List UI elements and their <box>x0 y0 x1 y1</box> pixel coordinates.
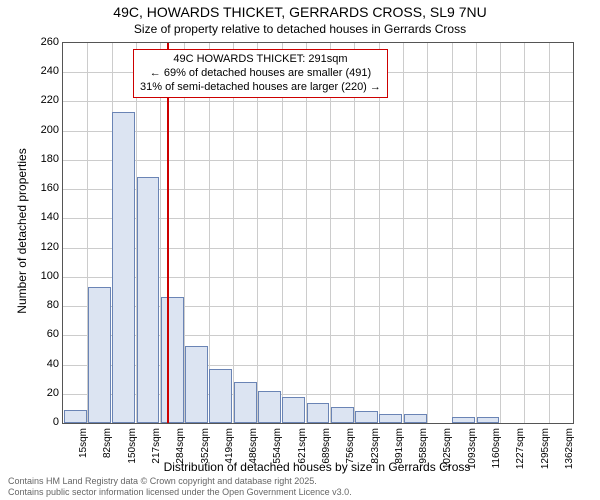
y-tick-label: 60 <box>21 328 59 340</box>
grid-line-v <box>452 43 453 423</box>
grid-line-h <box>63 131 573 132</box>
x-tick-label: 217sqm <box>151 428 162 478</box>
y-tick-label: 40 <box>21 358 59 370</box>
x-tick-label: 689sqm <box>321 428 332 478</box>
chart-container: 49C, HOWARDS THICKET, GERRARDS CROSS, SL… <box>0 0 600 500</box>
y-tick-label: 100 <box>21 270 59 282</box>
grid-line-v <box>233 43 234 423</box>
x-tick-label: 150sqm <box>127 428 138 478</box>
grid-line-h <box>63 101 573 102</box>
grid-line-v <box>330 43 331 423</box>
histogram-bar <box>88 287 111 423</box>
grid-line-v <box>257 43 258 423</box>
histogram-bar <box>112 112 135 423</box>
x-tick-label: 554sqm <box>272 428 283 478</box>
x-tick-label: 1093sqm <box>467 428 478 478</box>
grid-line-v <box>403 43 404 423</box>
grid-line-v <box>354 43 355 423</box>
histogram-bar <box>137 177 160 423</box>
footer-line-2: Contains public sector information licen… <box>8 487 352 498</box>
histogram-bar <box>307 403 330 423</box>
grid-line-v <box>476 43 477 423</box>
x-tick-label: 756sqm <box>345 428 356 478</box>
histogram-bar <box>161 297 184 423</box>
plot-area: 49C HOWARDS THICKET: 291sqm ← 69% of det… <box>62 42 574 424</box>
y-tick-label: 20 <box>21 387 59 399</box>
histogram-bar <box>331 407 354 423</box>
x-tick-label: 823sqm <box>370 428 381 478</box>
histogram-bar <box>379 414 402 423</box>
x-tick-label: 1160sqm <box>491 428 502 478</box>
histogram-bar <box>185 346 208 423</box>
y-tick-label: 200 <box>21 124 59 136</box>
grid-line-v <box>500 43 501 423</box>
x-tick-label: 958sqm <box>418 428 429 478</box>
grid-line-v <box>427 43 428 423</box>
histogram-bar <box>282 397 305 423</box>
grid-line-v <box>282 43 283 423</box>
x-tick-label: 1227sqm <box>515 428 526 478</box>
footer-line-1: Contains HM Land Registry data © Crown c… <box>8 476 352 487</box>
callout-box: 49C HOWARDS THICKET: 291sqm ← 69% of det… <box>133 49 388 98</box>
chart-title: 49C, HOWARDS THICKET, GERRARDS CROSS, SL… <box>0 4 600 20</box>
y-tick-label: 0 <box>21 416 59 428</box>
callout-line-2: ← 69% of detached houses are smaller (49… <box>140 67 381 81</box>
grid-line-v <box>306 43 307 423</box>
histogram-bar <box>355 411 378 423</box>
y-tick-label: 140 <box>21 211 59 223</box>
y-tick-label: 240 <box>21 65 59 77</box>
histogram-bar <box>258 391 281 423</box>
histogram-bar <box>234 382 257 423</box>
histogram-bar <box>477 417 500 423</box>
grid-line-v <box>379 43 380 423</box>
y-tick-label: 260 <box>21 36 59 48</box>
histogram-bar <box>404 414 427 423</box>
callout-line-1: 49C HOWARDS THICKET: 291sqm <box>140 53 381 67</box>
grid-line-h <box>63 160 573 161</box>
marker-line <box>167 43 169 423</box>
grid-line-v <box>549 43 550 423</box>
x-tick-label: 621sqm <box>297 428 308 478</box>
x-tick-label: 1362sqm <box>564 428 575 478</box>
x-tick-label: 486sqm <box>248 428 259 478</box>
y-tick-label: 220 <box>21 94 59 106</box>
histogram-bar <box>64 410 87 423</box>
histogram-bar <box>209 369 232 423</box>
x-tick-label: 1295sqm <box>540 428 551 478</box>
x-tick-label: 891sqm <box>394 428 405 478</box>
grid-line-v <box>524 43 525 423</box>
x-tick-label: 284sqm <box>175 428 186 478</box>
x-tick-label: 82sqm <box>102 428 113 478</box>
y-tick-label: 80 <box>21 299 59 311</box>
x-tick-label: 15sqm <box>78 428 89 478</box>
callout-line-3: 31% of semi-detached houses are larger (… <box>140 81 381 95</box>
histogram-bar <box>452 417 475 423</box>
x-tick-label: 352sqm <box>200 428 211 478</box>
y-tick-label: 120 <box>21 241 59 253</box>
y-tick-label: 180 <box>21 153 59 165</box>
chart-subtitle: Size of property relative to detached ho… <box>0 22 600 36</box>
footer-attribution: Contains HM Land Registry data © Crown c… <box>8 476 352 498</box>
y-tick-label: 160 <box>21 182 59 194</box>
grid-line-v <box>209 43 210 423</box>
x-tick-label: 419sqm <box>224 428 235 478</box>
x-tick-label: 1025sqm <box>442 428 453 478</box>
